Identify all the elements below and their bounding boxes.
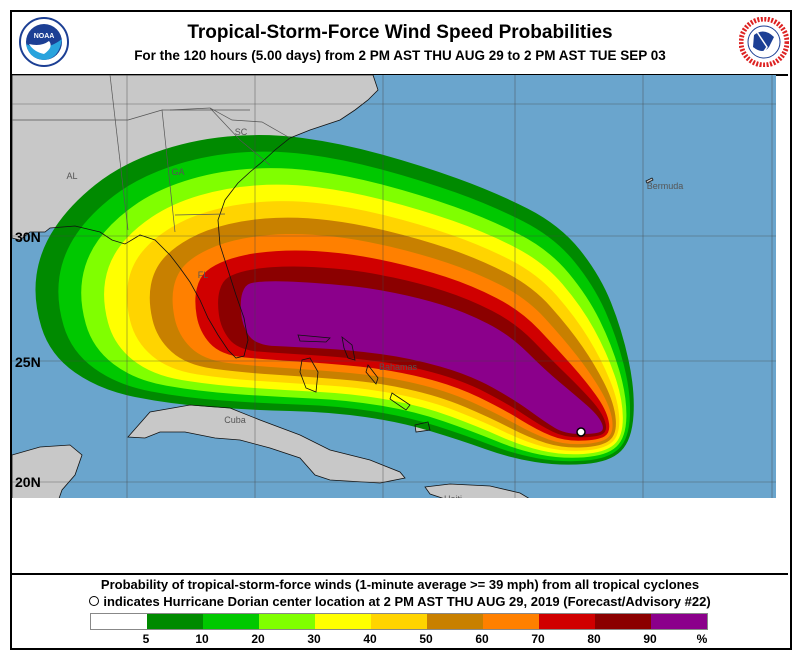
place-label: Haiti <box>444 494 462 504</box>
probability-map: 30N 25N 20N 85W 80W 75W 70W 65W AL GA SC FL Bahamas C… <box>11 74 788 575</box>
longitude-label: 75W <box>369 552 399 568</box>
scale-label: % <box>696 632 708 646</box>
cuba-coastline <box>127 404 406 484</box>
yucatan-coastline <box>11 444 83 498</box>
jamaica-land <box>300 518 353 532</box>
place-label: Puerto Rico <box>585 518 632 528</box>
place-label: Cuba <box>224 415 246 425</box>
scale-label: 40 <box>363 632 377 646</box>
place-label: Jamaica <box>305 536 339 546</box>
storm-center-marker <box>576 427 586 437</box>
place-label: SC <box>235 127 248 137</box>
page-subtitle: For the 120 hours (5.00 days) from 2 PM … <box>134 48 666 63</box>
scale-label: 10 <box>195 632 209 646</box>
legend-description: Probability of tropical-storm-force wind… <box>100 577 700 592</box>
bermuda-coastline <box>645 177 654 184</box>
svg-text:NOAA: NOAA <box>34 33 55 40</box>
jamaica-coastline <box>300 518 353 532</box>
storm-center-note: indicates Hurricane Dorian center locati… <box>103 594 711 609</box>
bahamas-abaco-coastline <box>341 336 356 361</box>
yucatan-land <box>12 445 82 498</box>
puerto-rico-coastline <box>586 516 633 527</box>
scale-label: 70 <box>531 632 545 646</box>
map-labels: 30N 25N 20N 85W 80W 75W 70W 65W AL GA SC FL Bahamas C… <box>15 127 684 568</box>
scale-swatch <box>371 614 427 629</box>
latitude-label: 20N <box>15 474 41 490</box>
band-90-percent <box>240 281 603 434</box>
bahamas-eleuthera-coastline <box>365 364 379 385</box>
noaa-logo: NOAA <box>19 17 69 67</box>
scale-swatch <box>315 614 371 629</box>
scale-label: 50 <box>419 632 433 646</box>
longitude-label: 65W <box>629 552 659 568</box>
cuba-land <box>128 405 405 483</box>
scale-label: 30 <box>307 632 321 646</box>
longitude-label: 85W <box>113 552 143 568</box>
scale-swatch <box>483 614 539 629</box>
scale-label: 5 <box>142 632 150 646</box>
bahamas-long-island-coastline <box>389 392 411 411</box>
hispaniola-land <box>425 484 529 498</box>
longitude-label: 70W <box>501 552 531 568</box>
header: NOAA Tropical-Storm-Force Wind Speed Pro… <box>12 12 789 76</box>
bermuda-land <box>646 178 653 183</box>
state-border <box>174 213 226 216</box>
bahamas-andros-coastline <box>299 357 319 393</box>
place-label: FL <box>198 270 209 280</box>
scale-swatch <box>595 614 651 629</box>
scale-swatch <box>259 614 315 629</box>
storm-center-symbol-icon <box>89 596 100 606</box>
scale-swatch <box>147 614 203 629</box>
state-border <box>169 107 291 139</box>
latitude-label: 25N <box>15 354 41 370</box>
place-label: Dominican <box>482 497 525 507</box>
scale-swatch <box>91 614 147 629</box>
legend-panel: Probability of tropical-storm-force wind… <box>12 575 788 646</box>
lat-lon-grid <box>12 75 776 498</box>
scale-label: 90 <box>643 632 657 646</box>
united-states-coastline <box>11 74 379 359</box>
state-border <box>209 107 271 166</box>
scale-label: 20 <box>251 632 265 646</box>
longitude-label: 80W <box>241 552 271 568</box>
latitude-label: 30N <box>15 229 41 245</box>
grand-bahama-coastline <box>297 334 331 343</box>
place-label: Bermuda <box>647 181 684 191</box>
bahamas-inagua-coastline <box>414 421 431 433</box>
scale-swatch <box>539 614 595 629</box>
color-scale-bar <box>90 613 708 630</box>
state-border <box>109 74 129 231</box>
scale-swatch <box>651 614 707 629</box>
place-label: GA <box>171 167 184 177</box>
figure-frame <box>10 10 792 650</box>
place-label: Bahamas <box>379 362 418 372</box>
probability-bands <box>35 135 634 465</box>
scale-swatch <box>427 614 483 629</box>
place-label: Republic <box>497 509 533 519</box>
puerto-rico-land <box>586 516 633 527</box>
place-label: AL <box>66 171 77 181</box>
scale-swatch <box>203 614 259 629</box>
page-title: Tropical-Storm-Force Wind Speed Probabil… <box>187 22 613 43</box>
nws-logo <box>739 17 789 67</box>
coastlines <box>11 74 654 532</box>
scale-label: 60 <box>475 632 489 646</box>
scale-label: 80 <box>587 632 601 646</box>
